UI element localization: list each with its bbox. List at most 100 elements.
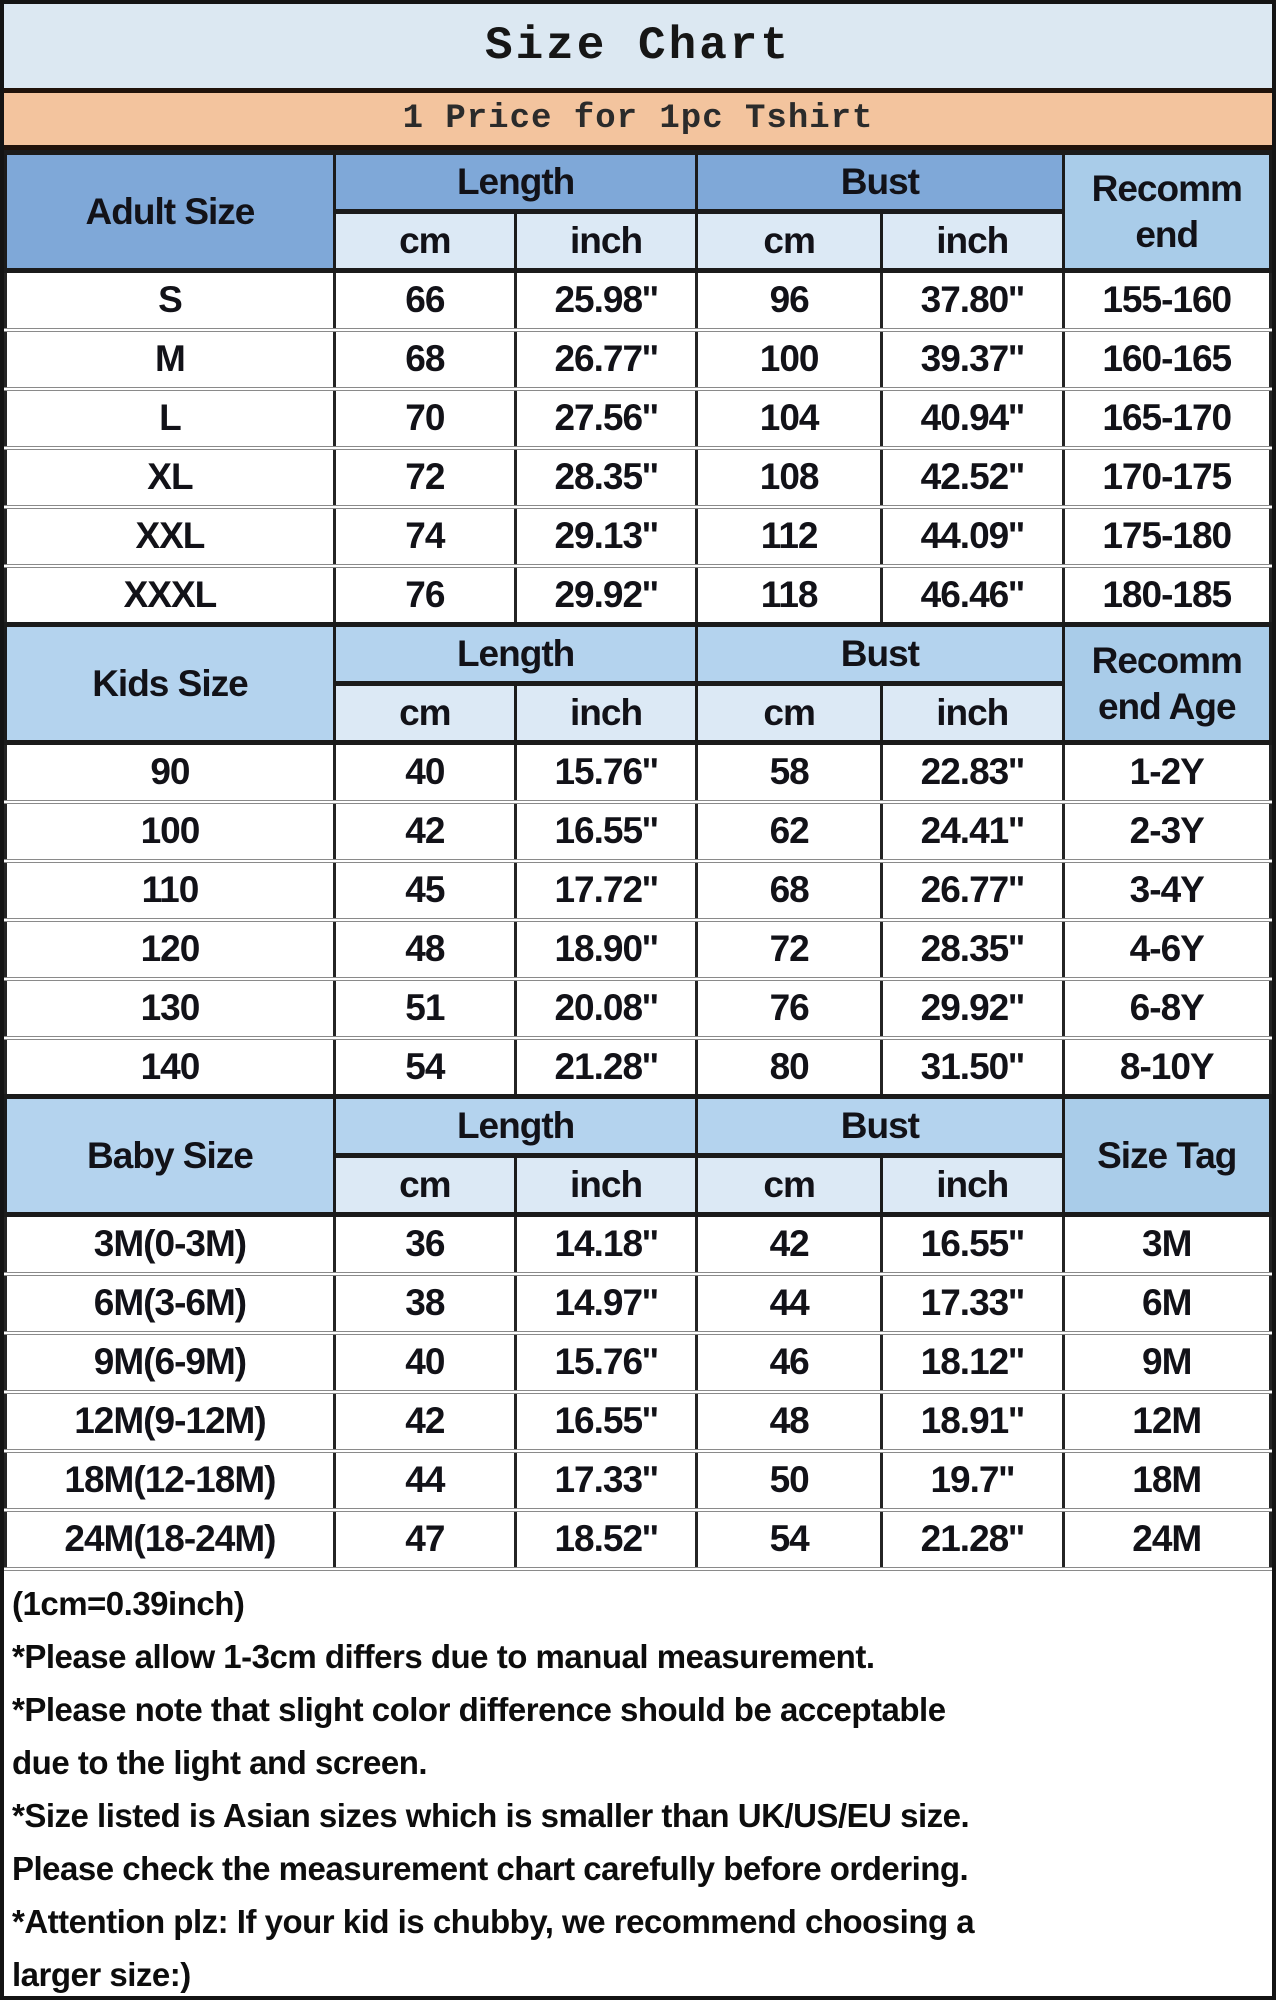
size-cell: 3-4Y	[1061, 858, 1272, 922]
size-cell: 15.76''	[513, 1330, 699, 1394]
size-row-label: 3M(0-3M)	[4, 1212, 336, 1276]
size-row: 3M(0-3M) 36 14.18'' 42 16.55'' 3M	[4, 1212, 1272, 1276]
size-row-label: 130	[4, 976, 336, 1040]
size-cell: 170-175	[1061, 445, 1272, 509]
size-table: Adult Size Length Bust Recomm end cm inch cm in…	[4, 150, 1272, 1571]
size-cell: 175-180	[1061, 504, 1272, 568]
size-cell: 28.35''	[513, 445, 699, 509]
size-cell: 17.33''	[879, 1271, 1065, 1335]
size-cell: 42	[332, 799, 517, 863]
size-cell: 72	[695, 917, 883, 981]
size-row: 12M(9-12M) 42 16.55'' 48 18.91'' 12M	[4, 1389, 1272, 1453]
size-cell: 17.72''	[513, 858, 699, 922]
size-row: 110 45 17.72'' 68 26.77'' 3-4Y	[4, 858, 1272, 922]
unit-header: cm	[332, 1153, 517, 1217]
size-row-label: XXL	[4, 504, 336, 568]
size-cell: 104	[695, 386, 883, 450]
size-cell: 26.77''	[879, 858, 1065, 922]
size-cell: 6M	[1061, 1271, 1272, 1335]
size-cell: 48	[332, 917, 517, 981]
size-row-label: M	[4, 327, 336, 391]
size-cell: 24.41''	[879, 799, 1065, 863]
size-cell: 2-3Y	[1061, 799, 1272, 863]
size-cell: 16.55''	[513, 1389, 699, 1453]
size-row: 90 40 15.76'' 58 22.83'' 1-2Y	[4, 740, 1272, 804]
size-row: S 66 25.98'' 96 37.80'' 155-160	[4, 268, 1272, 332]
unit-header: cm	[332, 681, 517, 745]
recommend-header: Size Tag	[1061, 1094, 1272, 1217]
group-header-bust: Bust	[695, 622, 1065, 686]
size-row-label: 140	[4, 1035, 336, 1099]
size-cell: 50	[695, 1448, 883, 1512]
size-cell: 12M	[1061, 1389, 1272, 1453]
size-cell: 42.52''	[879, 445, 1065, 509]
size-cell: 51	[332, 976, 517, 1040]
size-cell: 45	[332, 858, 517, 922]
size-cell: 3M	[1061, 1212, 1272, 1276]
size-row-label: 9M(6-9M)	[4, 1330, 336, 1394]
unit-header: inch	[513, 209, 699, 273]
note-line: *Attention plz: If your kid is chubby, w…	[12, 1902, 975, 1993]
size-row-label: XXXL	[4, 563, 336, 627]
size-row: 140 54 21.28'' 80 31.50'' 8-10Y	[4, 1035, 1272, 1099]
note-line: *Please allow 1-3cm differs due to manua…	[12, 1637, 875, 1675]
size-cell: 70	[332, 386, 517, 450]
price-note: 1 Price for 1pc Tshirt	[402, 100, 874, 138]
size-cell: 47	[332, 1507, 517, 1571]
size-cell: 24M	[1061, 1507, 1272, 1571]
size-cell: 118	[695, 563, 883, 627]
size-cell: 66	[332, 268, 517, 332]
size-cell: 27.56''	[513, 386, 699, 450]
size-cell: 96	[695, 268, 883, 332]
size-cell: 40	[332, 740, 517, 804]
size-cell: 40.94''	[879, 386, 1065, 450]
size-cell: 112	[695, 504, 883, 568]
size-cell: 72	[332, 445, 517, 509]
group-header-bust: Bust	[695, 150, 1065, 214]
size-row-label: 6M(3-6M)	[4, 1271, 336, 1335]
title-bar: Size Chart	[4, 4, 1272, 88]
size-cell: 31.50''	[879, 1035, 1065, 1099]
size-cell: 42	[332, 1389, 517, 1453]
size-row: 100 42 16.55'' 62 24.41'' 2-3Y	[4, 799, 1272, 863]
size-cell: 8-10Y	[1061, 1035, 1272, 1099]
size-cell: 62	[695, 799, 883, 863]
size-cell: 165-170	[1061, 386, 1272, 450]
size-row-label: 90	[4, 740, 336, 804]
page-title: Size Chart	[484, 20, 792, 72]
size-cell: 68	[332, 327, 517, 391]
size-row-label: 12M(9-12M)	[4, 1389, 336, 1453]
size-cell: 14.97''	[513, 1271, 699, 1335]
size-cell: 44	[332, 1448, 517, 1512]
size-table-body: Adult Size Length Bust Recomm end cm inch cm in…	[4, 150, 1272, 1571]
size-row-label: 110	[4, 858, 336, 922]
recommend-header: Recomm end	[1061, 150, 1272, 273]
size-cell: 19.7''	[879, 1448, 1065, 1512]
unit-header: cm	[695, 681, 883, 745]
note-line: (1cm=0.39inch)	[12, 1584, 245, 1622]
size-row: 9M(6-9M) 40 15.76'' 46 18.12'' 9M	[4, 1330, 1272, 1394]
unit-header: inch	[513, 1153, 699, 1217]
size-row-label: 100	[4, 799, 336, 863]
size-cell: 80	[695, 1035, 883, 1099]
size-cell: 46	[695, 1330, 883, 1394]
group-header-length: Length	[332, 622, 699, 686]
title-divider	[4, 88, 1272, 93]
size-cell: 15.76''	[513, 740, 699, 804]
unit-header: cm	[695, 209, 883, 273]
size-cell: 54	[695, 1507, 883, 1571]
group-header-length: Length	[332, 150, 699, 214]
size-cell: 160-165	[1061, 327, 1272, 391]
size-cell: 18.52''	[513, 1507, 699, 1571]
size-row: 6M(3-6M) 38 14.97'' 44 17.33'' 6M	[4, 1271, 1272, 1335]
size-cell: 14.18''	[513, 1212, 699, 1276]
size-cell: 26.77''	[513, 327, 699, 391]
size-cell: 21.28''	[513, 1035, 699, 1099]
unit-header: inch	[879, 209, 1065, 273]
group-header-bust: Bust	[695, 1094, 1065, 1158]
size-row-label: S	[4, 268, 336, 332]
unit-header: cm	[695, 1153, 883, 1217]
size-cell: 58	[695, 740, 883, 804]
size-cell: 46.46''	[879, 563, 1065, 627]
